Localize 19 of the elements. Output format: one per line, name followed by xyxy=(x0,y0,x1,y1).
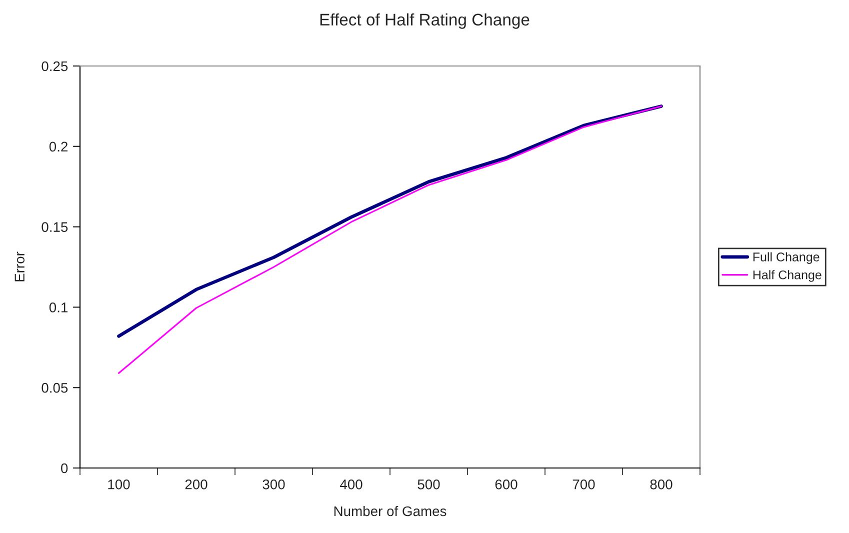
x-tick-label: 400 xyxy=(340,479,362,490)
x-tick-label: 200 xyxy=(185,479,208,490)
y-axis-title: Error xyxy=(14,252,25,282)
x-axis-title: Number of Games xyxy=(334,506,446,516)
x-tick-label: 500 xyxy=(418,479,440,490)
x-tick-label: 100 xyxy=(108,479,130,490)
y-tick-label: 0.2 xyxy=(49,142,68,152)
y-tick-label: 0 xyxy=(61,463,68,474)
chart-title: Effect of Half Rating Change xyxy=(320,13,530,29)
legend-label: Half Change xyxy=(753,270,822,282)
y-tick-label: 0.1 xyxy=(49,302,68,312)
x-tick-label: 600 xyxy=(495,479,518,490)
y-tick-label: 0.15 xyxy=(42,222,68,232)
y-tick-label: 0.05 xyxy=(42,382,68,393)
x-tick-label: 800 xyxy=(650,479,672,490)
x-tick-label: 300 xyxy=(262,479,285,490)
y-tick-label: 0.25 xyxy=(42,61,68,72)
legend-label: Full Change xyxy=(753,252,820,264)
x-tick-label: 700 xyxy=(572,479,595,490)
